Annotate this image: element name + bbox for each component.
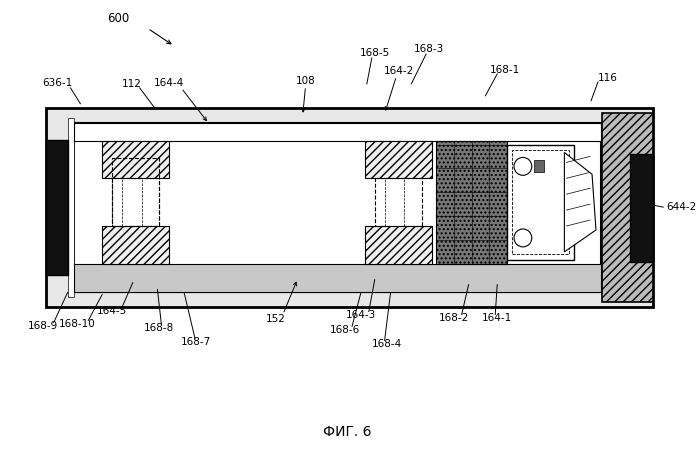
Text: 116: 116 (598, 73, 618, 83)
Text: 164-1: 164-1 (482, 313, 512, 324)
Circle shape (514, 157, 532, 175)
Text: 168-3: 168-3 (414, 44, 444, 54)
Text: 164-4: 164-4 (154, 78, 184, 88)
Text: 164-2: 164-2 (384, 66, 414, 76)
Text: 168-2: 168-2 (439, 313, 469, 324)
Circle shape (514, 229, 532, 247)
Text: 168-9: 168-9 (28, 321, 58, 331)
Text: 168-7: 168-7 (181, 337, 211, 347)
Bar (512, 151, 569, 254)
Text: 636-1: 636-1 (43, 78, 73, 88)
Bar (507, 145, 574, 260)
Bar (436, 141, 507, 264)
Bar (374, 178, 422, 226)
Bar (46, 140, 68, 275)
Bar (602, 113, 653, 302)
Text: 600: 600 (107, 12, 129, 25)
Text: 112: 112 (122, 79, 141, 89)
Bar (74, 123, 601, 141)
Bar (112, 158, 160, 226)
Text: 168-10: 168-10 (59, 319, 96, 329)
Bar (102, 141, 169, 178)
Text: 168-1: 168-1 (490, 65, 520, 75)
Text: 164-5: 164-5 (97, 307, 127, 317)
Bar (365, 226, 432, 264)
Bar (102, 226, 169, 264)
Text: ФИГ. 6: ФИГ. 6 (323, 425, 371, 439)
Bar (74, 123, 601, 292)
Text: 152: 152 (266, 314, 286, 324)
Text: 168-6: 168-6 (330, 325, 360, 335)
Bar (534, 161, 544, 172)
Bar (112, 178, 160, 226)
Text: 168-5: 168-5 (360, 48, 390, 58)
Bar (365, 141, 432, 178)
Text: 644-2: 644-2 (666, 202, 696, 212)
Bar (629, 154, 653, 262)
Text: 164-3: 164-3 (346, 310, 376, 320)
Bar (46, 108, 653, 307)
Bar (68, 118, 74, 297)
Text: 168-8: 168-8 (144, 324, 174, 334)
Text: 168-4: 168-4 (372, 339, 402, 349)
Text: 108: 108 (295, 76, 316, 86)
Polygon shape (564, 152, 596, 252)
Bar (74, 264, 601, 292)
